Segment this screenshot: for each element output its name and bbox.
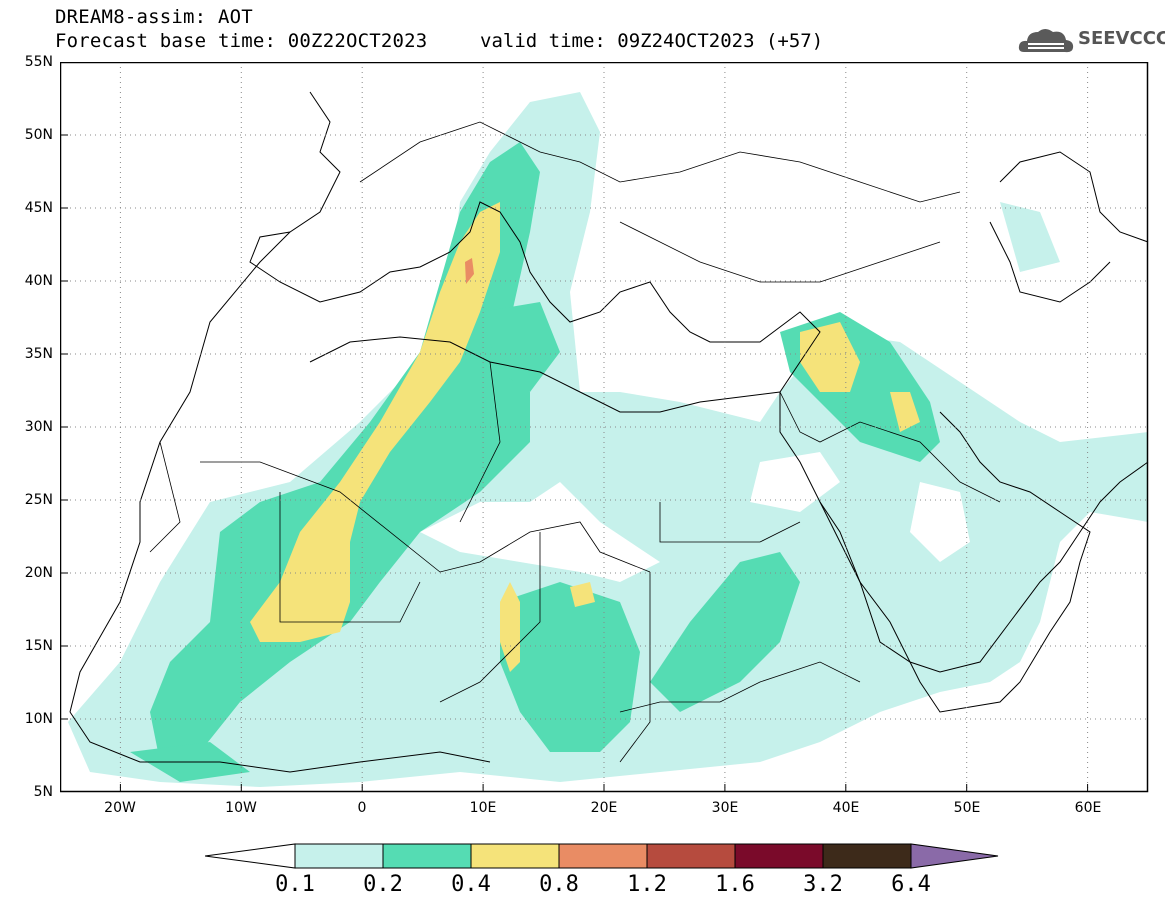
lon-label: 10W (225, 800, 257, 816)
lat-label: 10N (24, 711, 53, 727)
lon-label: 30E (711, 800, 739, 816)
tick-marks (60, 134, 1089, 792)
country-borders (149, 121, 1001, 763)
lat-label: 35N (24, 346, 53, 362)
lat-label: 15N (24, 638, 53, 654)
lon-label: 40E (832, 800, 860, 816)
colorbar-bin (382, 843, 472, 869)
colorbar-bin (294, 843, 384, 869)
colorbar-label: 0.4 (451, 872, 491, 897)
forecast-base-time: Forecast base time: 00Z22OCT2023 (55, 30, 428, 52)
lon-label: 50E (953, 800, 981, 816)
colorbar-label: 0.8 (539, 872, 579, 897)
lat-label: 55N (24, 54, 53, 70)
colorbar-label: 1.6 (715, 872, 755, 897)
aot-map (60, 62, 1149, 793)
lat-label: 5N (33, 784, 53, 800)
lat-label: 30N (24, 419, 53, 435)
lat-label: 20N (24, 565, 53, 581)
lat-label: 45N (24, 200, 53, 216)
lat-label: 25N (24, 492, 53, 508)
lat-label: 40N (24, 273, 53, 289)
seevccc-logo-text: SEEVCCC (1078, 28, 1165, 49)
colorbar-bin (558, 843, 648, 869)
colorbar-bin (646, 843, 736, 869)
colorbar-label: 6.4 (891, 872, 931, 897)
colorbar-label: 3.2 (803, 872, 843, 897)
grid-lines (60, 62, 1148, 792)
map-title: DREAM8-assim: AOT (55, 6, 253, 28)
colorbar-label: 0.1 (275, 872, 315, 897)
coastlines (69, 91, 1149, 773)
lon-label: 0 (357, 800, 367, 816)
colorbar-max-arrow (910, 843, 999, 869)
colorbar (205, 843, 999, 869)
cloud-logo-icon (1018, 29, 1074, 53)
colorbar-min-arrow (205, 843, 296, 869)
lon-label: 20E (590, 800, 618, 816)
lat-label: 50N (24, 127, 53, 143)
colorbar-bin (822, 843, 912, 869)
lon-label: 20W (104, 800, 136, 816)
colorbar-label: 1.2 (627, 872, 667, 897)
colorbar-label: 0.2 (363, 872, 403, 897)
valid-time: valid time: 09Z24OCT2023 (+57) (480, 30, 824, 52)
colorbar-bin (734, 843, 824, 869)
aot-field-1.2 (465, 258, 474, 284)
colorbar-bin (470, 843, 560, 869)
lon-label: 60E (1074, 800, 1102, 816)
lon-label: 10E (469, 800, 497, 816)
